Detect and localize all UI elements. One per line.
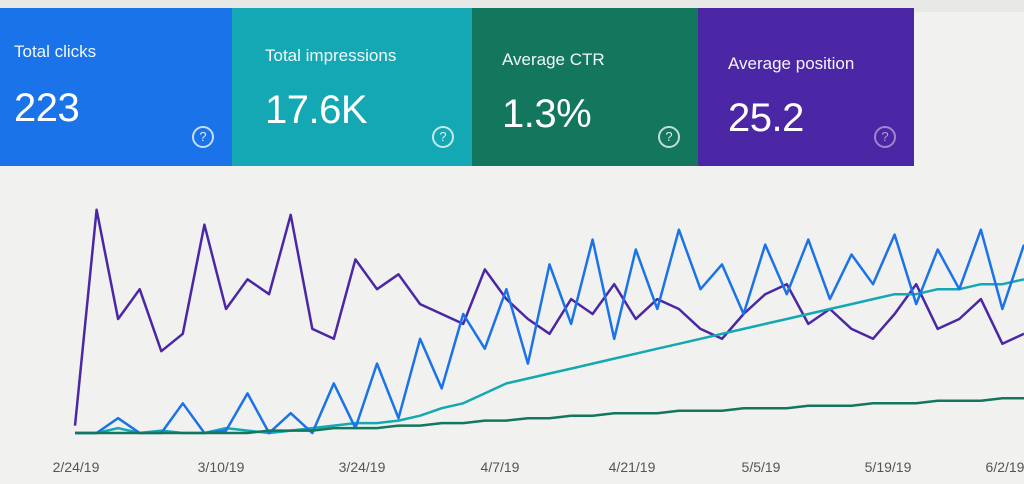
x-tick-label: 5/19/19 [865,459,912,475]
average-ctr-card[interactable]: Average CTR 1.3% ? [472,8,698,166]
x-tick-label: 3/10/19 [198,459,245,475]
x-tick-label: 6/2/19 [986,459,1024,475]
series-line-total-impressions[interactable] [75,278,1024,435]
series-line-average-position[interactable] [73,208,1024,426]
chart-lines [73,208,1024,435]
average-position-card[interactable]: Average position 25.2 ? [698,8,914,166]
help-icon[interactable]: ? [874,126,896,148]
total-clicks-value: 223 [14,86,80,130]
x-tick-label: 4/7/19 [481,459,520,475]
help-icon[interactable]: ? [658,126,680,148]
x-tick-label: 5/5/19 [742,459,781,475]
average-position-label: Average position [728,54,855,73]
average-ctr-label: Average CTR [502,50,605,69]
x-tick-label: 3/24/19 [339,459,386,475]
average-ctr-value: 1.3% [502,92,592,136]
total-impressions-value: 17.6K [265,88,368,132]
average-position-value: 25.2 [728,96,804,140]
total-clicks-label: Total clicks [14,42,97,61]
x-tick-label: 2/24/19 [53,459,100,475]
x-tick-label: 4/21/19 [609,459,656,475]
total-impressions-card[interactable]: Total impressions 17.6K ? [232,8,472,166]
help-icon[interactable]: ? [432,126,454,148]
x-axis-ticks: 2/24/19 3/10/19 3/24/19 4/7/19 4/21/19 5/5/19… [53,459,1024,475]
help-icon[interactable]: ? [192,126,214,148]
series-line-total-clicks[interactable] [75,228,1024,435]
performance-chart[interactable]: 2/24/19 3/10/19 3/24/19 4/7/19 4/21/19 5/5/19… [0,180,1024,484]
total-impressions-label: Total impressions [265,46,397,65]
series-line-average-ctr[interactable] [75,397,1024,435]
total-clicks-card[interactable]: Total clicks 223 ? [0,8,232,166]
